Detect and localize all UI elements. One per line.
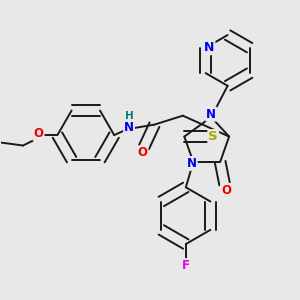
Text: N: N [204, 41, 214, 54]
Text: O: O [34, 127, 44, 140]
Text: O: O [137, 146, 148, 160]
Text: S: S [208, 130, 218, 143]
Text: H: H [125, 111, 134, 121]
Text: O: O [221, 184, 231, 197]
Text: N: N [187, 157, 197, 170]
Text: N: N [206, 108, 216, 121]
Text: F: F [182, 259, 190, 272]
Text: N: N [124, 121, 134, 134]
